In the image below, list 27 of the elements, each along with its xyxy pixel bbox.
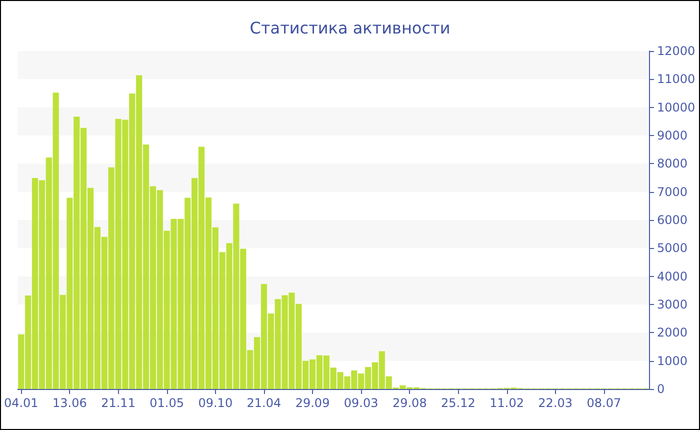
y-tick-label: 11000 [657,72,696,86]
y-tick-label: 0 [657,382,665,396]
y-tick-label: 12000 [657,44,696,58]
x-tick-label: 29.08 [392,396,427,410]
x-tick-label: 04.01 [4,396,38,410]
x-tick-label: 09.03 [344,396,378,410]
x-tick-label: 11.02 [490,396,524,410]
y-tick-label: 4000 [657,269,688,284]
y-tick-label: 7000 [657,184,688,199]
x-tick-label: 25.12 [441,396,476,410]
y-tick-label: 9000 [657,128,688,142]
x-tick-label: 08.07 [586,396,622,410]
y-tick-label: 3000 [657,298,688,312]
y-tick-label: 5000 [657,241,688,256]
y-tick-label: 6000 [657,213,688,227]
x-tick-label: 21.04 [246,396,282,410]
chart-title: Статистика активности [250,18,450,38]
x-tick-label: 29.09 [295,396,330,410]
x-tick-label: 22.03 [538,396,573,410]
y-tick-label: 10000 [657,100,696,114]
x-tick-label: 21.11 [101,396,136,410]
y-tick-label: 2000 [657,326,688,340]
y-tick-label: 8000 [657,156,688,171]
y-tick-label: 1000 [657,354,688,368]
x-tick-label: 13.06 [52,396,87,410]
x-tick-label: 09.10 [198,396,233,410]
x-tick-label: 01.05 [150,396,184,410]
